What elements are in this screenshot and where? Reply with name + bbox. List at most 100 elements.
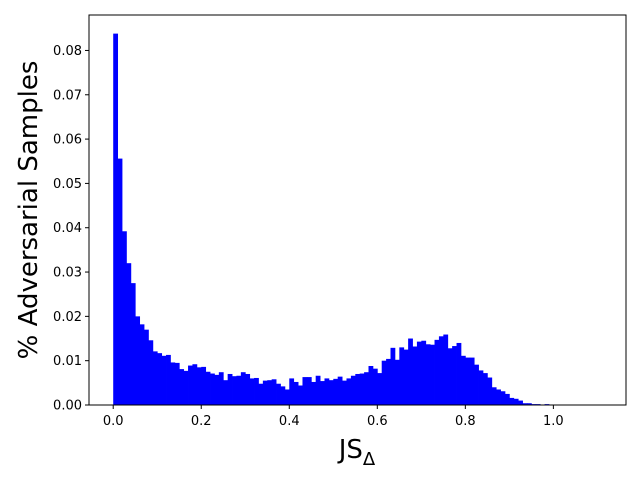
histogram-bar [438,336,444,405]
histogram-bar [412,346,418,405]
histogram-bar [227,373,233,405]
histogram-bar [183,370,189,405]
histogram-bar [192,364,198,405]
histogram-bar [254,377,259,405]
histogram-bar [333,378,339,405]
histogram-bar [161,355,167,405]
histogram-bar [491,387,497,405]
histogram-bar [430,344,435,405]
histogram-bar [302,377,308,405]
histogram-bar [166,354,171,405]
histogram-bar [403,349,409,405]
histogram-bar [421,340,427,405]
histogram-bar [509,397,515,405]
histogram-bar [460,355,466,405]
y-tick-label: 0.02 [53,310,82,325]
histogram-bar [447,348,453,405]
histogram-bar [126,263,132,405]
histogram-bar [487,377,493,405]
histogram-bar [276,383,281,405]
histogram-bar [364,372,369,405]
x-tick-label: 0.0 [103,414,124,429]
y-tick-label: 0.05 [53,177,82,192]
histogram-bar [350,375,356,405]
histogram-bar [377,373,383,405]
histogram-bar [416,341,422,405]
histogram-bar [324,378,330,405]
histogram-bar [232,376,237,405]
histogram-bar [513,398,519,405]
histogram-bar [135,316,141,405]
histogram-bar [170,362,176,405]
histogram-bar [245,373,251,405]
histogram-bar [522,403,528,405]
histogram-bar [179,369,185,405]
histogram-bar [465,357,471,405]
histogram-bar [482,373,488,405]
histogram-bar [342,380,347,405]
histogram-bar [504,393,510,405]
histogram-bar [306,377,312,405]
histogram-bar [258,383,264,405]
histogram-bar [337,376,343,405]
histogram-bar [500,391,506,405]
histogram-bar [284,389,290,405]
histogram-bar [456,342,462,405]
histogram-bars [113,33,550,405]
histogram-bar [372,368,378,405]
histogram-bar [359,373,365,405]
histogram-bar [113,33,119,405]
histogram-bar [122,231,127,405]
histogram-bar [434,339,440,405]
histogram-bar [201,366,207,405]
plot-frame [88,14,627,406]
histogram-bar [117,158,123,405]
y-tick-label: 0.03 [53,266,82,281]
histogram-bar [381,360,387,405]
histogram-bar [262,380,268,405]
histogram-bar [271,379,277,405]
histogram-bar [152,351,158,405]
histogram-bar [139,324,145,405]
histogram-bar [223,380,229,405]
histogram-bar [443,334,449,405]
histogram-bar [469,357,475,405]
histogram-bar [214,374,220,405]
histogram-bar [174,362,180,405]
histogram-bar [218,372,224,405]
x-tick-label: 0.2 [191,414,212,429]
histogram-bar [320,381,325,405]
histogram-bar [249,378,255,405]
x-axis-label: JSΔ [337,435,376,470]
histogram-bar [390,347,396,405]
y-tick-label: 0.00 [53,399,82,414]
x-axis-ticks: 0.0 0.2 0.4 0.6 0.8 1.0 [103,405,564,429]
histogram-bar [526,403,532,405]
histogram-bar [452,346,457,405]
histogram-bar [478,370,484,405]
histogram-bar [474,364,479,405]
x-tick-label: 0.4 [279,414,300,429]
y-tick-label: 0.06 [53,133,82,148]
histogram-bar [399,347,405,405]
x-tick-label: 1.0 [543,414,564,429]
histogram-bar [280,386,286,405]
histogram-bar [130,283,136,405]
histogram-bar [188,365,193,405]
histogram-bar [328,380,334,405]
histogram-bar [293,381,299,405]
histogram-bar [496,389,501,405]
x-tick-label: 0.8 [455,414,476,429]
histogram-bar [298,385,303,405]
histogram-bar [346,378,352,405]
y-tick-label: 0.04 [53,221,82,236]
histogram-bar [518,400,523,405]
histogram-bar [240,372,246,405]
x-tick-label: 0.6 [367,414,388,429]
histogram-bar [144,329,149,405]
histogram-bar [148,340,154,405]
histogram-bar [210,373,215,405]
y-tick-label: 0.01 [53,354,82,369]
histogram-bar [368,366,374,405]
